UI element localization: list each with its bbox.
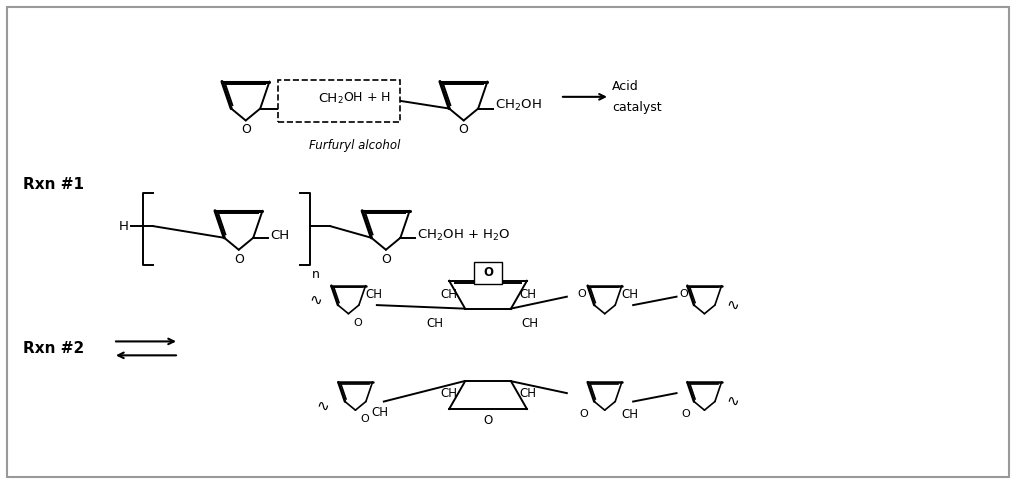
Text: O: O xyxy=(361,414,369,424)
Text: H: H xyxy=(119,220,129,233)
Text: ∿: ∿ xyxy=(310,293,322,308)
Text: Rxn #2: Rxn #2 xyxy=(23,341,84,356)
Text: CH: CH xyxy=(426,317,443,330)
Text: O: O xyxy=(459,123,468,136)
Text: Rxn #1: Rxn #1 xyxy=(23,177,84,192)
Text: CH: CH xyxy=(318,92,337,106)
Text: CH$_2$OH: CH$_2$OH xyxy=(495,98,542,113)
Text: CH: CH xyxy=(521,317,537,330)
Text: CH: CH xyxy=(440,288,457,301)
Text: O: O xyxy=(381,253,391,266)
Text: O: O xyxy=(680,289,688,299)
Text: CH: CH xyxy=(365,288,382,301)
Text: O: O xyxy=(682,408,690,419)
Text: Acid: Acid xyxy=(612,80,639,93)
Text: O: O xyxy=(483,266,493,279)
Text: O: O xyxy=(579,408,588,419)
Text: CH: CH xyxy=(270,229,290,242)
Text: CH: CH xyxy=(372,406,389,419)
Text: CH: CH xyxy=(440,387,457,400)
Text: O: O xyxy=(241,123,251,136)
Text: O: O xyxy=(354,318,362,328)
Text: O: O xyxy=(234,253,244,266)
Text: CH: CH xyxy=(621,408,638,421)
Text: ∿: ∿ xyxy=(726,394,740,409)
Bar xyxy=(474,262,502,284)
Text: O: O xyxy=(577,289,586,299)
Text: O: O xyxy=(484,414,493,427)
Text: ∿: ∿ xyxy=(726,298,740,313)
Text: Furfuryl alcohol: Furfuryl alcohol xyxy=(309,139,400,152)
Bar xyxy=(278,80,400,121)
Text: n: n xyxy=(312,268,320,281)
Text: CH$_2$OH + H$_2$O: CH$_2$OH + H$_2$O xyxy=(418,228,511,243)
Text: ∿: ∿ xyxy=(317,399,329,414)
Text: $_2$OH + H: $_2$OH + H xyxy=(337,91,391,106)
Text: CH: CH xyxy=(519,387,536,400)
Text: CH: CH xyxy=(621,288,638,301)
Text: CH: CH xyxy=(519,288,536,301)
Text: catalyst: catalyst xyxy=(612,101,661,114)
